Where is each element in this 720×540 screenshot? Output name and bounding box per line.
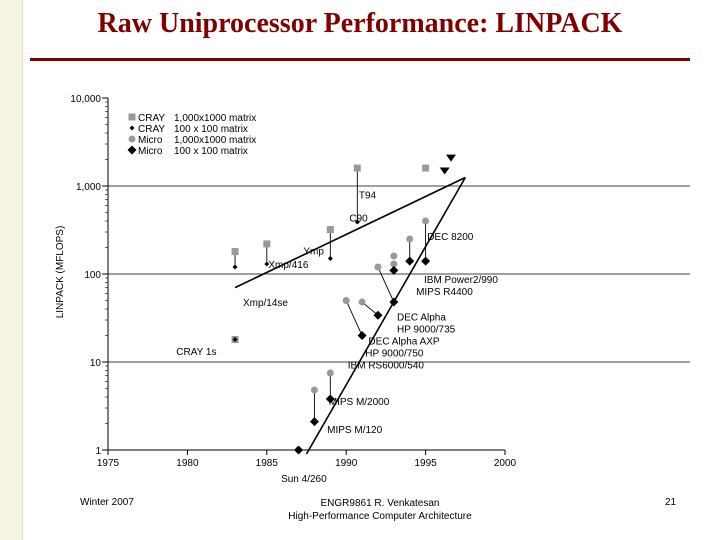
point-label: CRAY 1s <box>176 347 216 358</box>
data-point <box>357 331 367 341</box>
pair-connector <box>377 266 395 303</box>
y-tick-label: 100 <box>84 270 101 281</box>
point-label: DEC 8200 <box>427 232 474 243</box>
data-point <box>310 386 318 394</box>
y-axis-label: LINPACK (MFLOPS) <box>55 226 66 319</box>
data-point <box>389 297 399 307</box>
x-tick-label: 1980 <box>176 458 199 469</box>
data-point <box>374 263 382 271</box>
x-tick-label: 1985 <box>256 458 279 469</box>
data-point <box>406 235 414 243</box>
data-point <box>390 260 398 268</box>
point-label: MIPS M/120 <box>327 425 382 436</box>
point-label: Xmp/416 <box>268 260 308 271</box>
slide-side-rail <box>0 0 23 540</box>
chart-legend: CRAY 1,000x1000 matrix CRAY 100 x 100 matri… <box>127 113 256 157</box>
legend-name: Micro <box>138 135 163 146</box>
legend-marker <box>127 145 137 155</box>
legend-marker <box>128 113 136 121</box>
point-label: DEC Alpha AXP <box>368 337 439 348</box>
data-point <box>263 240 271 248</box>
data-point <box>422 164 430 172</box>
point-label: Ymp <box>303 246 324 257</box>
point-label: IBM RS6000/540 <box>348 360 425 371</box>
data-point <box>446 154 457 162</box>
data-point <box>373 310 383 320</box>
data-point <box>405 256 415 266</box>
trend-line <box>234 176 466 289</box>
trend-line <box>305 177 466 455</box>
x-tick-label: 2000 <box>494 458 517 469</box>
data-point <box>390 252 398 260</box>
data-point <box>354 219 360 225</box>
data-point <box>439 167 450 175</box>
legend-name: CRAY <box>138 124 165 135</box>
x-tick-label: 1990 <box>335 458 358 469</box>
data-point <box>326 369 334 377</box>
point-label: HP 9000/750 <box>365 349 424 360</box>
legend-desc: 1,000x1000 matrix <box>174 135 256 146</box>
point-label: IBM Power2/990 <box>424 275 498 286</box>
data-point <box>342 296 350 304</box>
point-label: T94 <box>359 191 377 202</box>
data-point <box>327 256 333 262</box>
footer-date: Winter 2007 <box>80 497 134 508</box>
point-label: Xmp/14se <box>243 298 288 309</box>
data-point <box>326 226 334 234</box>
legend-name: CRAY <box>138 113 165 124</box>
y-tick-label: 10,000 <box>70 94 101 105</box>
legend-desc: 100 x 100 matrix <box>174 124 248 135</box>
data-point <box>353 164 361 172</box>
y-tick-label: 10 <box>90 358 102 369</box>
trend-lines <box>234 176 466 455</box>
footer-course-line-1: ENGR9861 R. Venkatesan <box>320 498 440 509</box>
y-tick-label: 1,000 <box>76 182 101 193</box>
data-point <box>358 298 366 306</box>
chart-axes: 1 10 100 1,000 10,000 1975 1980 1985 1990 1995 200… <box>70 94 690 469</box>
pair-connector <box>345 300 363 336</box>
y-tick-label: 1 <box>95 446 101 457</box>
point-label: MIPS R4400 <box>416 287 473 298</box>
data-point <box>422 217 430 225</box>
data-point <box>309 417 319 427</box>
data-point <box>232 337 238 343</box>
data-point <box>231 248 239 256</box>
legend-desc: 100 x 100 matrix <box>174 146 248 157</box>
x-tick-label: 1975 <box>97 458 120 469</box>
point-label: DEC Alpha <box>397 312 446 323</box>
data-point <box>389 265 399 275</box>
point-label: C90 <box>349 213 368 224</box>
slide-title: Raw Uniprocessor Performance: LINPACK <box>97 8 623 39</box>
page-number: 21 <box>665 497 677 508</box>
point-label: Sun 4/260 <box>281 474 327 485</box>
data-point <box>232 264 238 270</box>
title-underline <box>30 58 690 61</box>
data-point <box>294 445 304 455</box>
x-tick-label: 1995 <box>414 458 437 469</box>
point-label: MIPS M/2000 <box>329 397 390 408</box>
legend-name: Micro <box>138 146 163 157</box>
data-marks <box>231 154 457 455</box>
data-point <box>421 256 431 266</box>
legend-desc: 1,000x1000 matrix <box>174 113 256 124</box>
footer-course: ENGR9861 R. Venkatesan High-Performance … <box>240 497 520 523</box>
legend-marker <box>128 135 136 143</box>
point-label: HP 9000/735 <box>397 325 456 336</box>
data-point <box>264 261 270 267</box>
data-point <box>325 394 335 404</box>
legend-marker <box>129 125 135 131</box>
footer-course-line-2: High-Performance Computer Architecture <box>288 511 472 522</box>
